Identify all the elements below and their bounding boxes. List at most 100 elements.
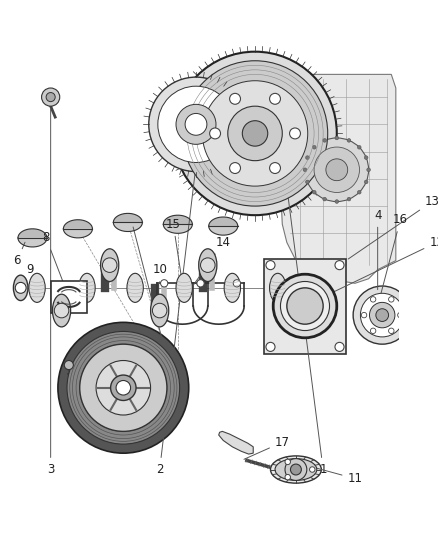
- Circle shape: [210, 128, 220, 139]
- Circle shape: [357, 190, 361, 194]
- Ellipse shape: [29, 273, 45, 302]
- Circle shape: [182, 61, 328, 206]
- Circle shape: [230, 93, 240, 104]
- Circle shape: [230, 163, 240, 173]
- Ellipse shape: [271, 456, 321, 483]
- Circle shape: [185, 114, 207, 135]
- Ellipse shape: [101, 249, 119, 281]
- Circle shape: [273, 274, 337, 338]
- Ellipse shape: [275, 458, 317, 480]
- Circle shape: [360, 293, 404, 337]
- Ellipse shape: [269, 273, 286, 302]
- Circle shape: [323, 139, 326, 142]
- Circle shape: [376, 309, 389, 321]
- Ellipse shape: [176, 273, 192, 302]
- Circle shape: [287, 288, 323, 324]
- Circle shape: [161, 280, 168, 287]
- Text: 17: 17: [244, 436, 290, 459]
- Circle shape: [64, 360, 73, 369]
- Circle shape: [149, 77, 243, 172]
- Circle shape: [67, 332, 180, 444]
- Text: 15: 15: [166, 218, 182, 280]
- Text: 6: 6: [13, 243, 25, 267]
- Text: 3: 3: [47, 109, 54, 476]
- Ellipse shape: [224, 273, 240, 302]
- Circle shape: [323, 197, 326, 201]
- Circle shape: [197, 280, 204, 287]
- Circle shape: [228, 106, 282, 160]
- Circle shape: [312, 146, 316, 149]
- Text: 5: 5: [125, 345, 159, 403]
- Circle shape: [357, 146, 361, 149]
- Circle shape: [80, 344, 167, 431]
- Circle shape: [266, 261, 275, 270]
- Circle shape: [116, 381, 131, 395]
- Circle shape: [102, 258, 117, 272]
- Circle shape: [280, 281, 329, 330]
- Circle shape: [310, 467, 315, 472]
- Polygon shape: [280, 75, 396, 284]
- Bar: [51, 280, 87, 313]
- Circle shape: [361, 312, 367, 318]
- Circle shape: [233, 280, 240, 287]
- Circle shape: [111, 375, 136, 400]
- Circle shape: [371, 297, 376, 302]
- Circle shape: [158, 86, 234, 163]
- Circle shape: [306, 180, 309, 184]
- Circle shape: [312, 190, 316, 194]
- Ellipse shape: [79, 273, 95, 302]
- Text: 13: 13: [348, 195, 438, 259]
- Text: 10: 10: [152, 263, 167, 284]
- Text: 17: 17: [66, 365, 81, 385]
- Circle shape: [269, 163, 280, 173]
- Circle shape: [42, 88, 60, 106]
- Circle shape: [364, 156, 368, 159]
- Circle shape: [15, 282, 26, 293]
- Circle shape: [176, 104, 216, 144]
- Circle shape: [285, 459, 290, 465]
- Circle shape: [290, 128, 300, 139]
- Circle shape: [347, 139, 351, 142]
- Circle shape: [305, 138, 369, 201]
- Circle shape: [335, 136, 339, 140]
- Circle shape: [197, 280, 204, 287]
- Text: 4: 4: [374, 209, 381, 289]
- Ellipse shape: [199, 249, 217, 281]
- Circle shape: [326, 159, 348, 181]
- Circle shape: [54, 303, 69, 318]
- Circle shape: [353, 286, 411, 344]
- Circle shape: [335, 342, 344, 351]
- Circle shape: [46, 93, 55, 102]
- Circle shape: [96, 360, 151, 415]
- Circle shape: [266, 342, 275, 351]
- Ellipse shape: [14, 275, 28, 301]
- Bar: [264, 259, 346, 354]
- Circle shape: [306, 156, 309, 159]
- Circle shape: [367, 168, 371, 172]
- Text: 14: 14: [193, 236, 231, 286]
- Text: 12: 12: [326, 236, 438, 296]
- Ellipse shape: [151, 294, 169, 327]
- Circle shape: [398, 312, 403, 318]
- Text: 16: 16: [378, 213, 408, 303]
- Circle shape: [335, 200, 339, 204]
- Circle shape: [58, 322, 189, 453]
- Circle shape: [201, 258, 215, 272]
- Circle shape: [371, 328, 376, 334]
- Circle shape: [202, 80, 308, 186]
- Text: 2: 2: [156, 168, 196, 476]
- Text: 7: 7: [133, 227, 173, 372]
- Text: 11: 11: [307, 466, 363, 485]
- Circle shape: [152, 303, 167, 318]
- Circle shape: [370, 302, 395, 328]
- Ellipse shape: [53, 294, 71, 327]
- Circle shape: [389, 297, 394, 302]
- Circle shape: [347, 197, 351, 201]
- Circle shape: [314, 147, 360, 192]
- Circle shape: [389, 328, 394, 334]
- Text: 9: 9: [26, 263, 34, 285]
- Circle shape: [285, 458, 307, 480]
- Text: 8: 8: [42, 231, 68, 294]
- Circle shape: [364, 180, 368, 184]
- Circle shape: [290, 464, 301, 475]
